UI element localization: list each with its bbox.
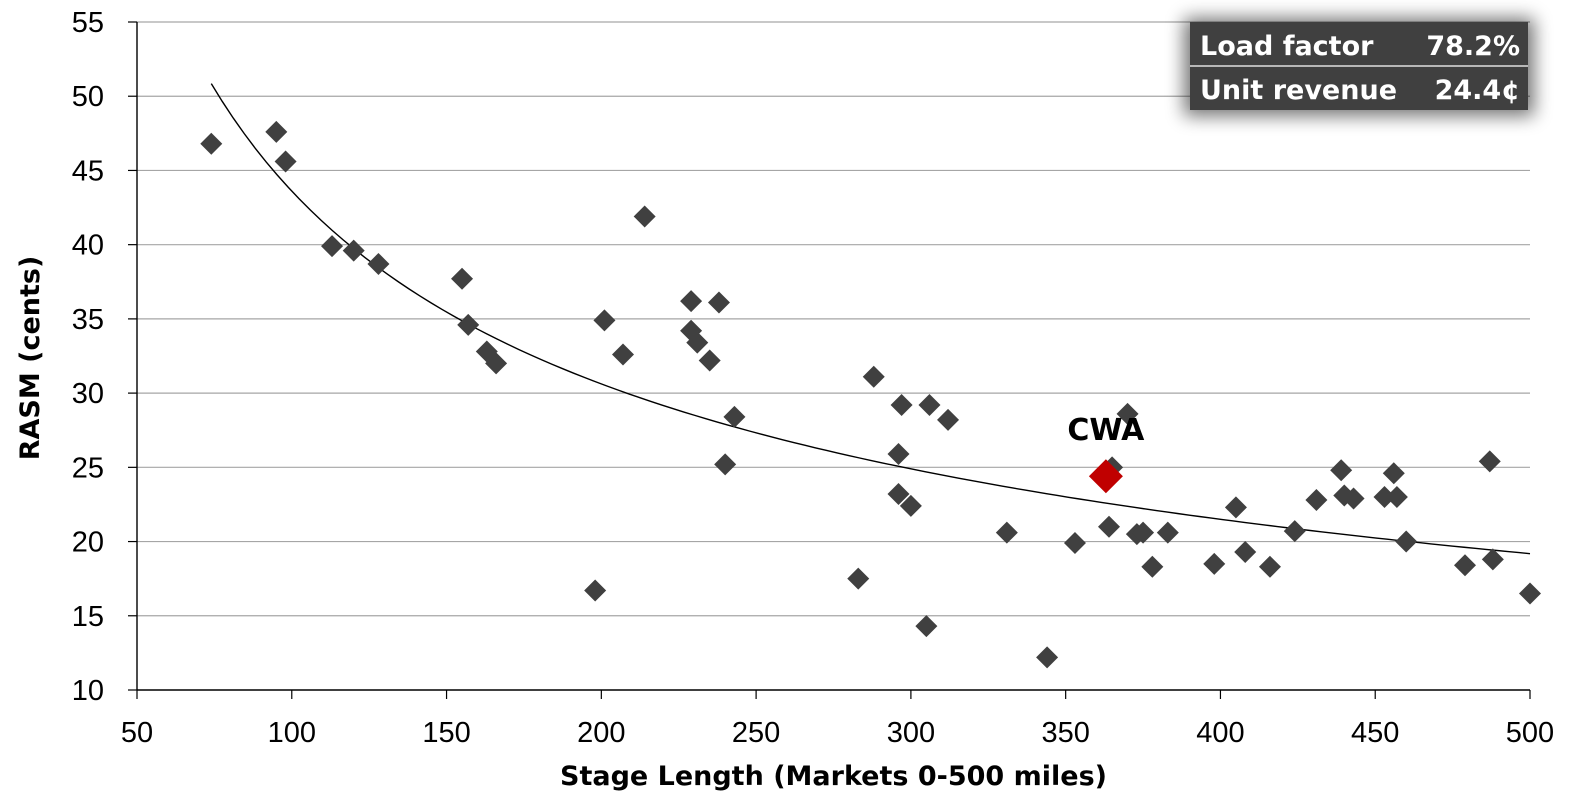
x-tick-label: 450	[1351, 717, 1399, 749]
x-tick-label: 200	[577, 717, 625, 749]
data-point	[1385, 486, 1408, 509]
data-point	[1063, 532, 1086, 555]
unit-revenue-value: 24.4¢	[1435, 75, 1520, 106]
data-point	[899, 494, 922, 517]
data-point	[633, 205, 656, 228]
data-point	[1156, 521, 1179, 544]
y-tick-label: 50	[72, 81, 104, 113]
data-point	[686, 331, 709, 354]
x-tick-label: 100	[268, 717, 316, 749]
y-axis-title: RASM (cents)	[15, 256, 46, 461]
data-point	[1258, 555, 1281, 578]
unit-revenue-label: Unit revenue	[1200, 75, 1397, 106]
data-point	[342, 239, 365, 262]
data-point	[1330, 459, 1353, 482]
data-point	[1382, 462, 1405, 485]
data-point	[1283, 520, 1306, 543]
data-point	[1141, 555, 1164, 578]
x-tick-label: 50	[121, 717, 153, 749]
data-points	[200, 120, 1541, 669]
x-tick-label: 350	[1041, 717, 1089, 749]
data-point	[200, 132, 223, 155]
y-tick-label: 30	[72, 378, 104, 410]
data-point	[887, 483, 910, 506]
gridlines	[137, 21, 1530, 617]
info-box: Load factor 78.2% Unit revenue 24.4¢	[1184, 18, 1534, 116]
highlight-label: CWA	[1067, 413, 1145, 448]
axes: 10 15 20 25 30 35 40 45 50 55 50 100 150 200 250 300 350…	[72, 7, 1554, 749]
data-point	[612, 343, 635, 366]
data-point	[714, 453, 737, 476]
load-factor-value: 78.2%	[1426, 31, 1520, 62]
highlight-group: CWA	[1067, 413, 1145, 494]
data-point	[1098, 515, 1121, 538]
x-tick-label: 400	[1196, 717, 1244, 749]
y-tick-label: 45	[72, 155, 104, 187]
data-point	[451, 267, 474, 290]
y-tick-label: 10	[72, 675, 104, 707]
x-tick-label: 150	[422, 717, 470, 749]
y-tick-label: 40	[72, 230, 104, 262]
y-tick-label: 20	[72, 527, 104, 559]
data-point	[1132, 521, 1155, 544]
data-point	[1116, 402, 1139, 425]
y-tick-label: 55	[72, 7, 104, 39]
data-point	[723, 405, 746, 428]
data-point	[1342, 487, 1365, 510]
trendline	[210, 83, 1531, 555]
data-point	[680, 290, 703, 313]
data-point	[1481, 548, 1504, 571]
y-tick-label: 15	[72, 601, 104, 633]
x-axis-title: Stage Length (Markets 0-500 miles)	[560, 761, 1107, 792]
y-tick-label: 35	[72, 304, 104, 336]
data-point	[584, 579, 607, 602]
data-point	[915, 615, 938, 638]
data-point	[995, 521, 1018, 544]
data-point	[274, 150, 297, 173]
data-point	[918, 393, 941, 416]
data-point	[1395, 530, 1418, 553]
x-tick-label: 500	[1506, 717, 1554, 749]
data-point	[1234, 540, 1257, 563]
data-point	[887, 442, 910, 465]
data-point	[862, 365, 885, 388]
data-point	[367, 252, 390, 275]
data-point	[890, 393, 913, 416]
data-point	[457, 313, 480, 336]
data-point	[1453, 554, 1476, 577]
data-point	[1036, 646, 1059, 669]
data-point	[1478, 450, 1501, 473]
data-point	[1224, 496, 1247, 519]
data-point	[937, 408, 960, 431]
trendline-group	[210, 83, 1531, 555]
data-point	[1373, 486, 1396, 509]
data-point	[698, 349, 721, 372]
data-point	[847, 567, 870, 590]
data-point	[1519, 582, 1541, 605]
load-factor-label: Load factor	[1200, 31, 1374, 62]
data-point	[265, 120, 288, 143]
highlight-point	[1088, 459, 1123, 494]
data-point	[593, 309, 616, 332]
data-point	[321, 235, 344, 258]
y-tick-label: 25	[72, 452, 104, 484]
data-point	[1203, 552, 1226, 575]
x-tick-label: 250	[732, 717, 780, 749]
x-tick-label: 300	[887, 717, 935, 749]
data-point	[707, 291, 730, 314]
data-point	[1305, 488, 1328, 511]
data-point	[485, 352, 508, 375]
